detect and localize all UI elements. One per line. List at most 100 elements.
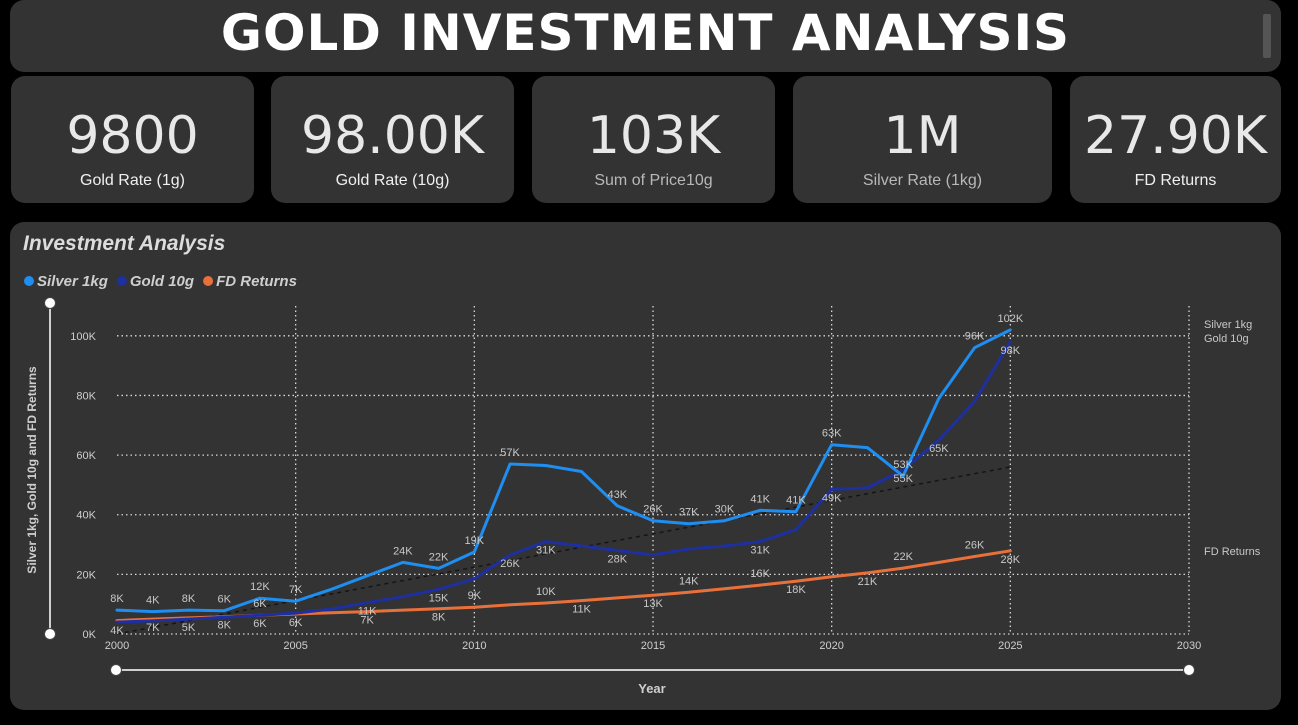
data-label: 6K	[217, 594, 231, 606]
data-label: 41K	[786, 495, 806, 507]
x-tick-label: 2000	[105, 640, 129, 652]
data-label: 53K	[893, 459, 913, 471]
series-line[interactable]	[115, 340, 1012, 624]
data-label: 8K	[110, 593, 124, 605]
kpi-label: Silver Rate (1kg)	[862, 172, 983, 189]
legend-marker[interactable]	[116, 276, 127, 286]
data-label: 30K	[715, 504, 735, 516]
x-tick-label: 2005	[283, 640, 307, 652]
data-label: 7K	[146, 622, 160, 634]
kpi-card-fd-returns: 27.90K FD Returns	[1070, 76, 1281, 203]
data-label: 11K	[572, 604, 591, 616]
scrollbar[interactable]	[1263, 14, 1271, 58]
y-tick-label: 100K	[70, 331, 96, 343]
data-label: 15K	[429, 592, 449, 604]
y-range-slider-handle-bottom[interactable]	[44, 628, 56, 640]
data-label: 24K	[393, 545, 413, 557]
data-label: 6K	[253, 618, 267, 630]
data-label: 9K	[468, 590, 482, 602]
kpi-value: 27.90K	[1084, 106, 1267, 166]
chart-panel: Investment Analysis	[10, 222, 1281, 710]
data-label: 26K	[643, 504, 663, 516]
legend-label[interactable]: Silver 1kg	[37, 273, 108, 290]
kpi-card-gold-rate-1g: 9800 Gold Rate (1g)	[11, 76, 254, 203]
kpi-label: Gold Rate (10g)	[335, 172, 450, 189]
x-tick-label: 2025	[998, 640, 1022, 652]
legend-label[interactable]: FD Returns	[216, 273, 297, 290]
data-label: 21K	[858, 576, 878, 588]
data-label: 19K	[465, 535, 485, 547]
kpi-label: Gold Rate (1g)	[80, 172, 185, 189]
y-tick-label: 0K	[83, 629, 97, 641]
data-label: 26K	[500, 558, 520, 570]
data-label: 96K	[965, 331, 985, 343]
data-label: 6K	[253, 598, 267, 610]
data-label: 57K	[500, 447, 520, 459]
data-label: 14K	[679, 575, 699, 587]
page-title: GOLD INVESTMENT ANALYSIS	[220, 4, 1071, 62]
data-label: 7K	[360, 615, 374, 627]
data-label: 4K	[146, 595, 160, 607]
series-line[interactable]	[115, 328, 1012, 614]
legend-label[interactable]: Gold 10g	[130, 273, 194, 290]
data-label: 28K	[607, 554, 627, 566]
data-label: 102K	[997, 313, 1023, 325]
data-label: 10K	[536, 586, 556, 598]
data-label: 63K	[822, 428, 842, 440]
data-label: 43K	[607, 489, 627, 501]
kpi-card-silver-rate: 1M Silver Rate (1kg)	[793, 76, 1052, 203]
title-bar: GOLD INVESTMENT ANALYSIS	[10, 0, 1281, 72]
x-range-slider-handle-left[interactable]	[110, 664, 122, 676]
y-tick-label: 40K	[76, 510, 96, 522]
data-label: 7K	[289, 584, 303, 596]
x-tick-label: 2020	[819, 640, 843, 652]
trend-line	[116, 466, 1011, 635]
y-tick-label: 20K	[76, 569, 96, 581]
kpi-value: 9800	[66, 106, 199, 166]
data-label: 26K	[965, 539, 985, 551]
series-end-label: Gold 10g	[1204, 333, 1249, 345]
y-axis-title: Silver 1kg, Gold 10g and FD Returns	[25, 366, 39, 574]
data-label: 16K	[750, 568, 770, 580]
kpi-value: 103K	[586, 106, 721, 166]
data-label: 37K	[679, 507, 699, 519]
data-label: 6K	[289, 617, 303, 629]
data-label: 55K	[893, 473, 913, 485]
kpi-value: 1M	[883, 106, 962, 166]
data-label: 13K	[643, 598, 663, 610]
kpi-label: Sum of Price10g	[594, 172, 713, 189]
kpi-label: FD Returns	[1134, 172, 1217, 189]
data-label: 4K	[110, 625, 124, 637]
chart-title: Investment Analysis	[23, 232, 226, 255]
data-label: 5K	[182, 622, 196, 634]
y-tick-label: 80K	[76, 390, 96, 402]
x-range-slider-handle-right[interactable]	[1183, 664, 1195, 676]
kpi-value: 98.00K	[301, 106, 484, 166]
data-label: 65K	[929, 443, 949, 455]
y-range-slider-handle-top[interactable]	[44, 297, 56, 309]
data-label: 8K	[182, 593, 196, 605]
data-label: 31K	[536, 545, 556, 557]
x-tick-label: 2010	[462, 640, 486, 652]
data-label: 28K	[1001, 554, 1021, 566]
data-label: 41K	[750, 493, 770, 505]
series-end-label: FD Returns	[1204, 546, 1261, 558]
y-tick-label: 60K	[76, 450, 96, 462]
data-label: 12K	[250, 581, 270, 593]
legend-marker[interactable]	[24, 276, 34, 286]
series-end-label: Silver 1kg	[1204, 319, 1252, 331]
data-label: 11K	[358, 606, 377, 618]
x-axis-title: Year	[638, 681, 665, 696]
x-tick-label: 2015	[641, 640, 665, 652]
data-label: 98K	[1001, 345, 1021, 357]
legend-marker[interactable]	[203, 276, 214, 286]
data-label: 49K	[822, 492, 842, 504]
data-label: 18K	[786, 584, 806, 596]
kpi-card-sum-price10g: 103K Sum of Price10g	[532, 76, 775, 203]
data-label: 22K	[893, 551, 913, 563]
x-tick-label: 2030	[1177, 640, 1201, 652]
data-label: 8K	[217, 620, 231, 632]
data-label: 31K	[750, 545, 770, 557]
data-label: 22K	[429, 551, 449, 563]
